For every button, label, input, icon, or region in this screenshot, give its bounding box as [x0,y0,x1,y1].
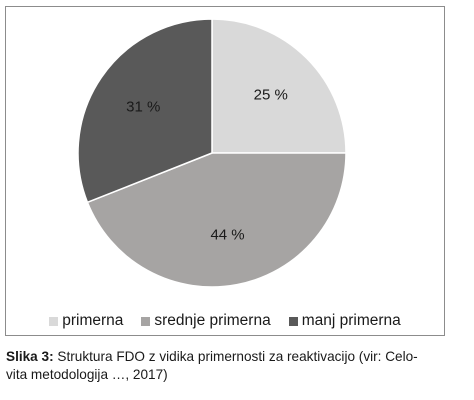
pie-slice-3 [77,18,213,204]
legend-swatch-1 [49,316,59,326]
pie-slice-2 [86,152,347,288]
legend-swatch-3 [288,316,298,326]
legend-item-1: primerna [49,312,123,330]
legend-label-1: primerna [62,312,124,329]
caption-lead: Slika 3: [6,349,54,364]
slice-label-1: 25 % [254,86,288,103]
caption-line-1: Struktura FDO z vidika primernosti za re… [53,349,418,364]
pie-slice-1 [211,18,347,154]
legend-swatch-2 [141,316,151,326]
slice-label-2: 44 % [210,227,244,244]
legend-label-3: manj primerna [301,312,401,329]
legend: primerna srednje primerna manj primerna [6,311,444,331]
chart-frame: 25 % 44 % 31 % primerna srednje primerna man… [5,6,445,336]
pie-chart: 25 % 44 % 31 % [77,18,347,288]
legend-item-2: srednje primerna [141,312,271,330]
legend-label-2: srednje primerna [154,312,271,329]
legend-item-3: manj primerna [288,312,401,330]
slice-label-3: 31 % [126,98,160,115]
caption-line-2: vita metodologija …, 2017) [6,367,168,382]
figure-caption: Slika 3: Struktura FDO z vidika primerno… [6,348,446,384]
